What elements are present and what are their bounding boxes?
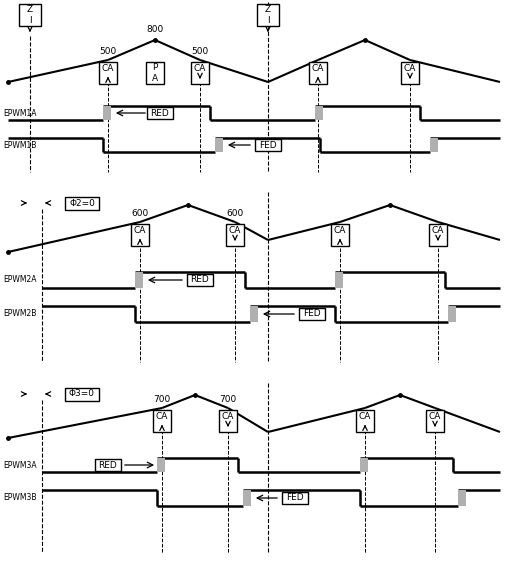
Text: CA: CA bbox=[221, 412, 234, 421]
Bar bbox=[153, 410, 171, 432]
Bar bbox=[65, 197, 99, 210]
Bar bbox=[330, 224, 348, 246]
Bar bbox=[309, 62, 326, 84]
Text: RED: RED bbox=[98, 461, 117, 469]
Bar bbox=[457, 490, 465, 506]
Text: EPWM1A: EPWM1A bbox=[3, 108, 36, 117]
Bar bbox=[19, 4, 41, 26]
Text: CA: CA bbox=[156, 412, 168, 421]
Text: Φ2=0: Φ2=0 bbox=[69, 198, 95, 207]
Bar bbox=[131, 224, 148, 246]
Text: 700: 700 bbox=[219, 395, 236, 405]
Bar bbox=[255, 139, 280, 151]
Text: CA: CA bbox=[333, 226, 345, 235]
Text: CA: CA bbox=[428, 412, 440, 421]
Bar bbox=[356, 410, 373, 432]
Text: P
A: P A bbox=[152, 63, 158, 83]
Text: CA: CA bbox=[403, 64, 416, 73]
Text: CA: CA bbox=[358, 412, 371, 421]
Bar bbox=[147, 107, 173, 119]
Text: FED: FED bbox=[286, 493, 303, 503]
Bar bbox=[334, 272, 342, 288]
Bar bbox=[249, 306, 258, 322]
Text: RED: RED bbox=[150, 108, 169, 117]
Bar bbox=[65, 387, 99, 401]
Bar bbox=[190, 62, 209, 84]
Bar bbox=[257, 4, 278, 26]
Bar bbox=[187, 274, 213, 286]
Bar bbox=[428, 224, 446, 246]
Text: EPWM3A: EPWM3A bbox=[3, 461, 36, 469]
Bar bbox=[429, 138, 437, 152]
Bar bbox=[400, 62, 418, 84]
Text: 500: 500 bbox=[191, 48, 208, 57]
Bar bbox=[215, 138, 223, 152]
Bar bbox=[281, 492, 308, 504]
Text: RED: RED bbox=[190, 276, 209, 285]
Bar bbox=[135, 272, 143, 288]
Text: 700: 700 bbox=[153, 395, 170, 405]
Text: 500: 500 bbox=[99, 48, 116, 57]
Text: 600: 600 bbox=[131, 210, 148, 218]
Text: CA: CA bbox=[102, 64, 114, 73]
Text: EPWM1B: EPWM1B bbox=[3, 140, 36, 150]
Text: EPWM3B: EPWM3B bbox=[3, 493, 36, 503]
Text: CA: CA bbox=[431, 226, 443, 235]
Text: EPWM2A: EPWM2A bbox=[3, 276, 36, 285]
Text: CA: CA bbox=[228, 226, 241, 235]
Text: FED: FED bbox=[302, 309, 320, 319]
Text: Z
I: Z I bbox=[27, 5, 33, 25]
Bar bbox=[103, 106, 111, 120]
Bar bbox=[146, 62, 164, 84]
Text: FED: FED bbox=[259, 140, 276, 150]
Bar bbox=[315, 106, 322, 120]
Text: CA: CA bbox=[133, 226, 146, 235]
Bar bbox=[298, 308, 324, 320]
Text: CA: CA bbox=[193, 64, 206, 73]
Bar bbox=[219, 410, 236, 432]
Text: Φ3=0: Φ3=0 bbox=[69, 390, 95, 398]
Text: 600: 600 bbox=[226, 210, 243, 218]
Text: 800: 800 bbox=[146, 26, 163, 34]
Bar bbox=[99, 62, 117, 84]
Bar bbox=[447, 306, 455, 322]
Bar bbox=[242, 490, 250, 506]
Bar bbox=[425, 410, 443, 432]
Text: CA: CA bbox=[311, 64, 324, 73]
Text: Z
I: Z I bbox=[265, 5, 271, 25]
Bar bbox=[95, 459, 121, 471]
Text: EPWM2B: EPWM2B bbox=[3, 309, 36, 319]
Bar bbox=[157, 458, 165, 472]
Bar bbox=[226, 224, 243, 246]
Bar bbox=[359, 458, 367, 472]
